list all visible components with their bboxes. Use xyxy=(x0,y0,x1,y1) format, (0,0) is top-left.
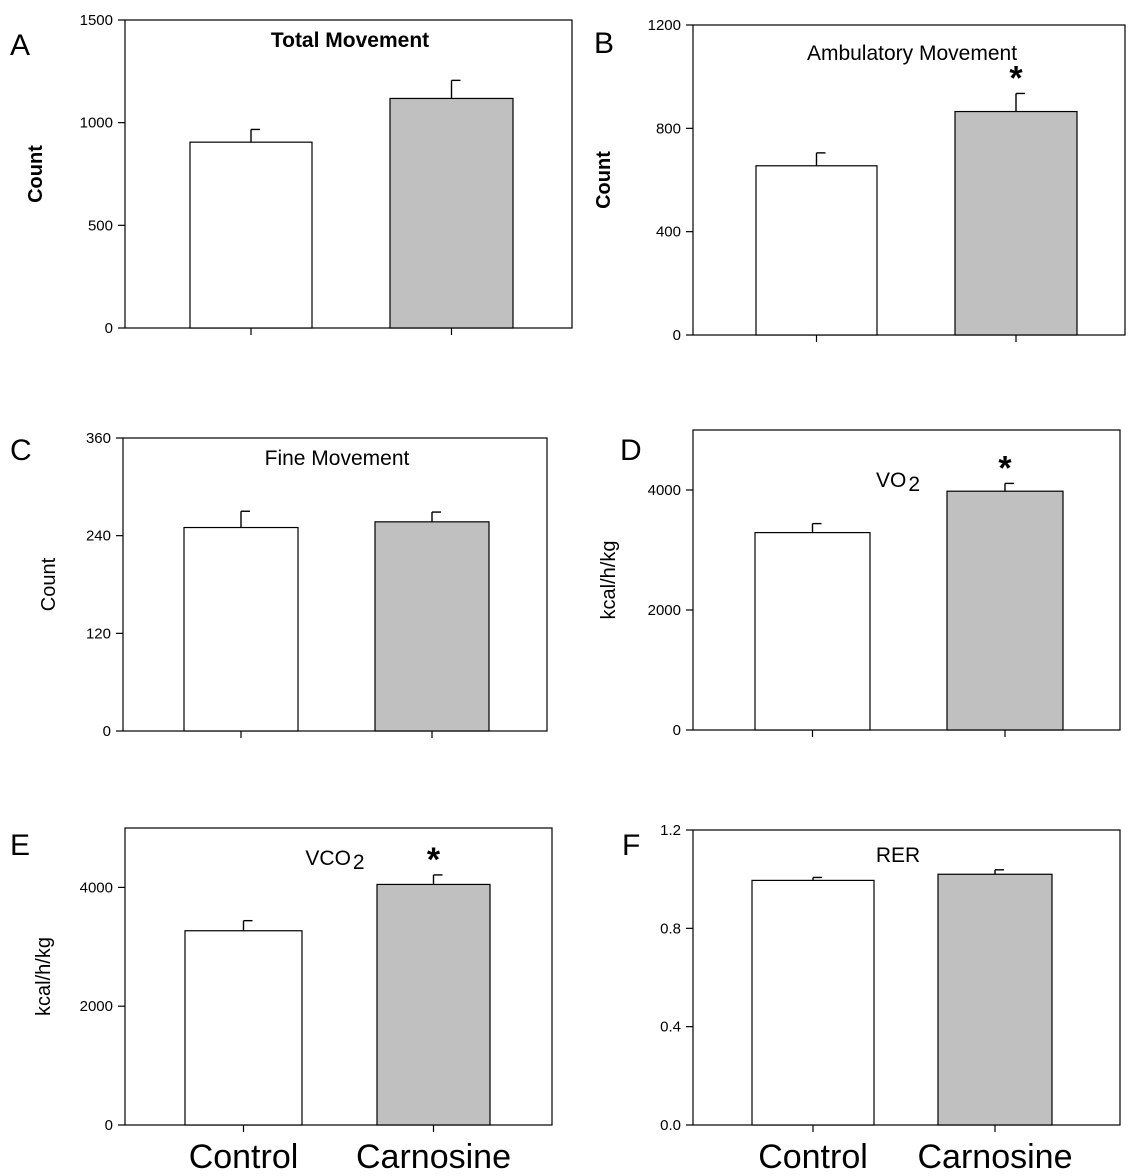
x-category-label: Carnosine xyxy=(918,1138,1073,1176)
bar-control xyxy=(755,165,878,336)
bar-control xyxy=(189,141,313,329)
panel-e: E 0 2000 4000 kcal/h/kg VCO2 Control * Carnosine xyxy=(10,827,553,1176)
bar-control xyxy=(183,526,299,732)
y-tick-label: 4000 xyxy=(80,879,113,896)
plot-frame xyxy=(692,24,1126,336)
y-tick-label: 0 xyxy=(105,1117,113,1134)
x-category-label: Carnosine xyxy=(356,1138,511,1176)
y-tick-label: 0.0 xyxy=(660,1117,681,1134)
panel-d: D 0 2000 4000 kcal/h/kg VO2 * xyxy=(598,429,1121,739)
y-tick-label: 1500 xyxy=(80,12,113,29)
x-category-label: Control xyxy=(758,1138,868,1176)
bar-control xyxy=(754,531,871,731)
plot-frame xyxy=(692,429,1121,731)
y-tick-label: 400 xyxy=(656,224,681,241)
y-tick-label: 0 xyxy=(103,723,111,740)
plot-frame xyxy=(124,19,573,329)
chart-title: RER xyxy=(876,844,920,867)
y-tick-label: 0 xyxy=(105,320,113,337)
y-tick-label: 120 xyxy=(86,625,111,642)
panel-letter: E xyxy=(10,829,30,862)
panel-f: F 0.0 0.4 0.8 1.2 RER Control Carnosine xyxy=(622,822,1121,1176)
bar-carnosine xyxy=(946,490,1064,731)
bar-carnosine xyxy=(389,97,514,329)
y-axis-title: Count xyxy=(593,151,615,209)
y-tick-label: 4000 xyxy=(648,482,681,499)
y-tick-label: 360 xyxy=(86,430,111,447)
bar-carnosine xyxy=(937,873,1053,1126)
panel-letter: F xyxy=(622,829,640,862)
chart-title: VO2 xyxy=(876,469,920,496)
y-tick-label: 1200 xyxy=(648,17,681,34)
significance-marker: * xyxy=(998,449,1012,487)
y-tick-label: 0.8 xyxy=(660,920,681,937)
panel-letter: D xyxy=(620,434,642,467)
y-tick-label: 1000 xyxy=(80,115,113,132)
significance-marker: * xyxy=(427,841,441,879)
y-tick-label: 240 xyxy=(86,528,111,545)
bar-control xyxy=(184,930,303,1126)
y-tick-label: 800 xyxy=(656,120,681,137)
y-tick-label: 0.4 xyxy=(660,1019,681,1036)
bar-carnosine xyxy=(954,110,1078,336)
y-tick-label: 500 xyxy=(88,217,113,234)
panel-b: B 0 400 800 1200 Count Ambulatory Movement* xyxy=(593,17,1126,344)
y-tick-label: 1.2 xyxy=(660,822,681,839)
y-tick-label: 2000 xyxy=(80,998,113,1015)
panel-letter: C xyxy=(10,434,32,467)
panel-letter: B xyxy=(594,27,614,60)
significance-marker: * xyxy=(1009,59,1023,97)
y-axis-title: kcal/h/kg xyxy=(33,937,55,1016)
plot-frame xyxy=(122,437,548,732)
bar-control xyxy=(751,879,875,1126)
y-axis-title: Count xyxy=(38,557,60,611)
panel-c: C 0 120 240 360 Count Fine Movement xyxy=(10,430,548,740)
bar-carnosine xyxy=(376,883,491,1126)
panel-a: A 0 500 1000 1500 Count Total Movement xyxy=(10,12,573,337)
chart-title: Total Movement xyxy=(271,29,429,52)
y-tick-label: 0 xyxy=(673,327,681,344)
chart-title: Fine Movement xyxy=(265,447,410,470)
plot-frame xyxy=(124,827,553,1126)
bar-carnosine xyxy=(374,521,490,732)
y-axis-title: Count xyxy=(25,145,47,203)
y-tick-label: 0 xyxy=(673,722,681,739)
y-tick-label: 2000 xyxy=(648,602,681,619)
chart-title: VCO2 xyxy=(305,847,364,874)
y-axis-title: kcal/h/kg xyxy=(598,541,620,620)
plot-frame xyxy=(692,829,1121,1126)
x-category-label: Control xyxy=(189,1138,299,1176)
panel-letter: A xyxy=(10,29,30,62)
chart-title: Ambulatory Movement xyxy=(807,42,1017,65)
